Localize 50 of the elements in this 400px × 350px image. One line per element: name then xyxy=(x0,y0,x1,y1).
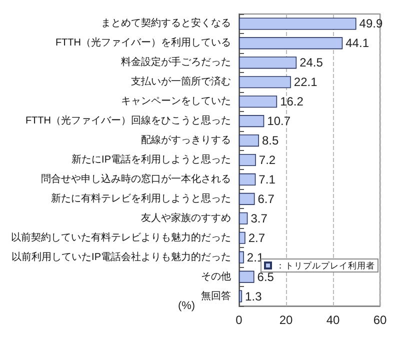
data-label: 7.2 xyxy=(258,153,276,167)
y-tick-label: 新たにIP電話を利用しようと思った xyxy=(72,154,231,166)
x-tick-label: 60 xyxy=(373,313,387,327)
legend-label: ：トリプルプレイ利用者 xyxy=(276,260,375,270)
data-label: 6.5 xyxy=(257,270,274,284)
y-tick-label: まとめて契約すると安くなる xyxy=(101,17,231,30)
data-label: 49.9 xyxy=(359,16,383,31)
y-tick-label: 支払いが一箇所で済む xyxy=(131,76,231,88)
y-tick-label: 無回答 xyxy=(201,290,231,302)
y-tick-label: その他 xyxy=(201,270,231,282)
bar xyxy=(239,115,264,128)
y-tick-label: FTTH（光ファイバー）回線をひこうと思った xyxy=(25,114,231,127)
data-label: 6.7 xyxy=(258,192,275,206)
y-tick-label: 配線がすっきりする xyxy=(141,135,231,146)
data-label: 16.2 xyxy=(280,94,304,109)
data-label: 2.7 xyxy=(248,230,266,245)
x-tick-label: 0 xyxy=(236,313,243,327)
y-tick-label: 問合せや申し込み時の窓口が一本化される xyxy=(41,172,231,185)
bar xyxy=(239,192,255,205)
bar xyxy=(239,134,259,147)
bar xyxy=(239,270,254,283)
y-tick-label: 料金設定が手ごろだった xyxy=(121,56,231,68)
bar xyxy=(239,18,356,30)
bar xyxy=(239,76,291,88)
bar xyxy=(239,290,242,302)
bar xyxy=(239,251,244,264)
bar xyxy=(239,37,343,50)
y-tick-label: FTTH（光ファイバー）を利用している xyxy=(55,36,231,49)
data-label: 24.5 xyxy=(300,56,324,70)
y-tick-label: キャンペーンをしていた xyxy=(121,96,231,108)
bar xyxy=(239,212,248,224)
data-label: 1.3 xyxy=(245,289,262,304)
data-label: 44.1 xyxy=(346,36,370,50)
data-label: 8.5 xyxy=(262,134,279,148)
data-label: 10.7 xyxy=(267,114,291,128)
x-axis-title: (%) xyxy=(178,300,196,312)
y-tick-label: 以前契約していた有料テレビよりも魅力的だった xyxy=(11,231,231,244)
y-tick-label: 以前利用していたIP電話会社よりも魅力的だった xyxy=(12,250,231,263)
data-label: 3.7 xyxy=(250,211,268,226)
x-tick-label: 40 xyxy=(326,313,340,327)
data-label: 22.1 xyxy=(294,75,318,90)
y-tick-label: 新たに有料テレビを利用しようと思った xyxy=(51,192,231,204)
bar xyxy=(239,173,256,186)
y-tick-label: 友人や家族のすすめ xyxy=(141,212,231,224)
bar xyxy=(239,96,278,108)
bar xyxy=(239,56,297,69)
bar xyxy=(239,232,246,244)
data-label: 7.1 xyxy=(258,172,276,186)
bar xyxy=(239,154,256,166)
x-tick-label: 20 xyxy=(279,313,293,327)
